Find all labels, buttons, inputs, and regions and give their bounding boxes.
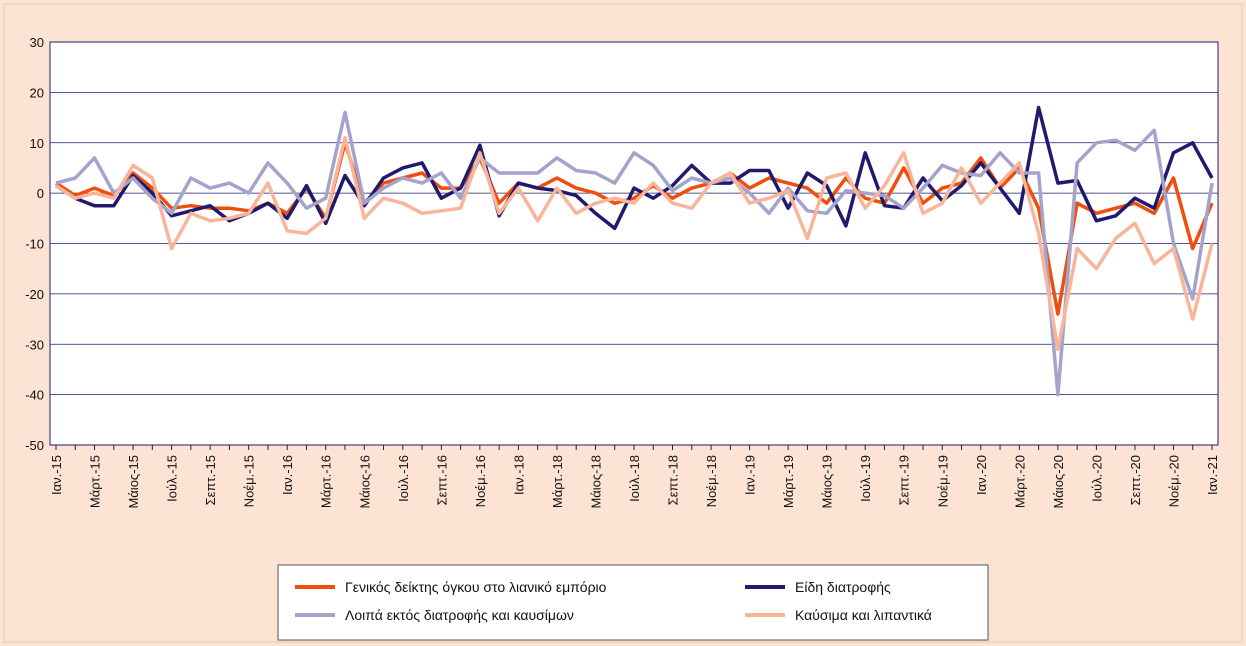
x-tick-label: Ιούλ.-16	[396, 455, 411, 502]
x-tick-label: Σεπτ.-20	[1128, 455, 1143, 505]
y-tick-label: 0	[37, 186, 44, 201]
x-tick-label: Μάιος-19	[820, 455, 835, 509]
x-tick-label: Σεπτ.-15	[203, 455, 218, 505]
x-tick-label: Νοέμ.-20	[1166, 455, 1181, 507]
series-line	[55, 135, 1214, 352]
x-tick-label: Νοέμ.-15	[242, 455, 257, 507]
x-tick-label: Σεπτ.-16	[434, 455, 449, 505]
x-tick-label: Μάρτ.-16	[319, 455, 334, 508]
x-tick-label: Μάιος-18	[588, 455, 603, 509]
x-tick-label: Ιαν.-19	[743, 455, 758, 495]
x-tick-label: Ιούλ.-20	[1089, 455, 1104, 502]
series-line	[55, 110, 1214, 397]
x-tick-label: Μάρτ.-19	[781, 455, 796, 508]
legend-label: Γενικός δείκτης όγκου στο λιανικό εμπόρι…	[345, 579, 607, 595]
x-tick-label: Σεπτ.-19	[897, 455, 912, 505]
x-tick-label: Μάρτ.-18	[550, 455, 565, 508]
legend-label: Λοιπά εκτός διατροφής και καυσίμων	[345, 607, 574, 623]
x-tick-label: Ιαν.-18	[511, 455, 526, 495]
x-tick-label: Ιαν.-16	[280, 455, 295, 495]
y-tick-label: -10	[25, 237, 44, 252]
x-tick-label: Ιούλ.-18	[627, 455, 642, 502]
x-tick-label: Σεπτ.-18	[666, 455, 681, 505]
x-tick-label: Μάιος-15	[126, 455, 141, 509]
x-tick-label: Ιαν.-15	[49, 455, 64, 495]
x-tick-label: Νοέμ.-18	[704, 455, 719, 507]
x-tick-label: Ιαν.-21	[1205, 455, 1220, 495]
x-tick-label: Ιούλ.-15	[165, 455, 180, 502]
x-tick-label: Μάρτ.-15	[88, 455, 103, 508]
y-tick-label: -40	[25, 388, 44, 403]
x-tick-label: Μάιος-16	[357, 455, 372, 509]
y-tick-label: -50	[25, 438, 44, 453]
y-tick-label: 10	[30, 136, 44, 151]
y-tick-label: -30	[25, 337, 44, 352]
x-tick-label: Νοέμ.-19	[935, 455, 950, 507]
y-tick-label: 20	[30, 85, 44, 100]
x-tick-label: Ιούλ.-19	[858, 455, 873, 502]
legend-label: Καύσιμα και λιπαντικά	[795, 607, 932, 623]
x-tick-label: Νοέμ.-16	[473, 455, 488, 507]
y-tick-label: 30	[30, 35, 44, 50]
x-tick-label: Μάρτ.-20	[1012, 455, 1027, 508]
y-tick-label: -20	[25, 287, 44, 302]
legend-box	[277, 564, 989, 641]
x-tick-label: Μάιος-20	[1051, 455, 1066, 509]
legend-label: Είδη διατροφής	[795, 579, 891, 595]
x-tick-label: Ιαν.-20	[974, 455, 989, 495]
